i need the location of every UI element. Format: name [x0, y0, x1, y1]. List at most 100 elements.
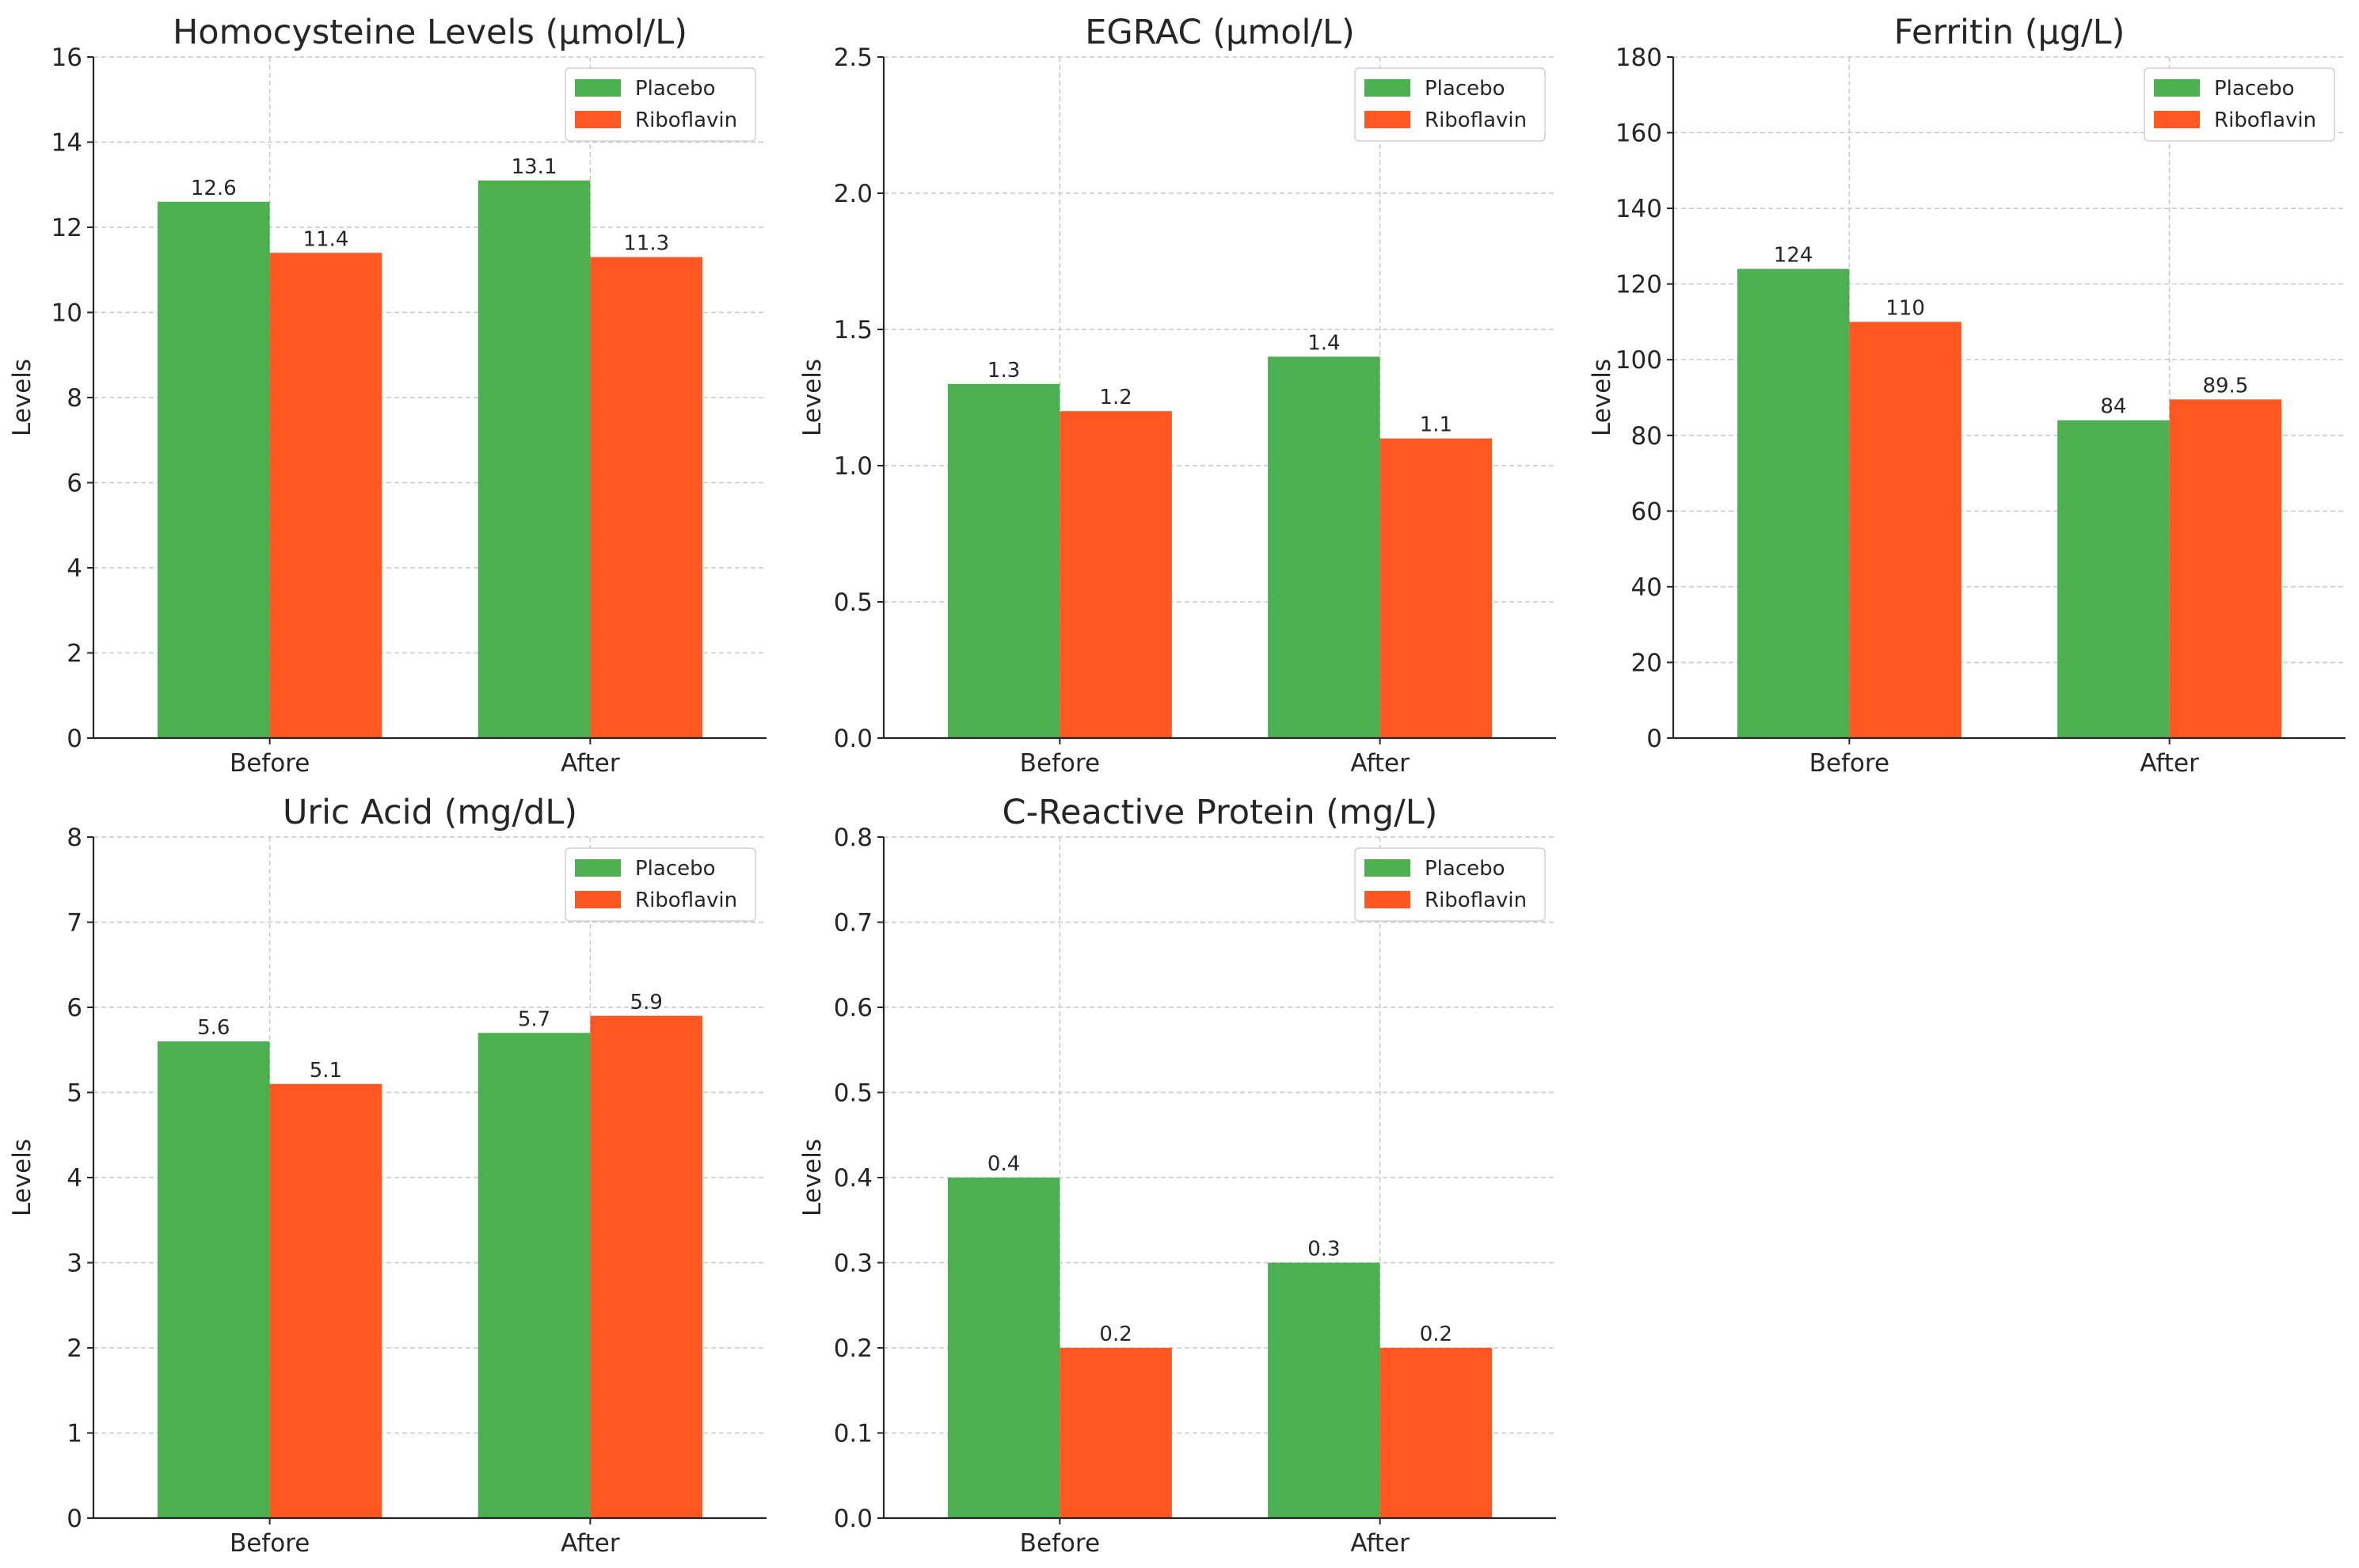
y-tick-label: 0.5 — [834, 588, 873, 617]
y-tick-label: 1 — [67, 1420, 82, 1448]
y-tick-label: 0.4 — [834, 1164, 873, 1193]
bar-riboflavin-before — [1060, 1348, 1172, 1518]
y-tick-label: 0.0 — [834, 725, 873, 753]
data-label: 0.3 — [1307, 1238, 1340, 1262]
bar-placebo-before — [947, 383, 1060, 738]
bar-riboflavin-before — [269, 253, 382, 738]
bar-placebo-before — [947, 1178, 1060, 1518]
y-tick-label: 8 — [67, 824, 82, 852]
y-tick-label: 6 — [67, 470, 82, 498]
y-tick-label: 80 — [1631, 422, 1662, 451]
y-tick-label: 140 — [1615, 195, 1662, 223]
y-axis-label: Levels — [798, 1139, 827, 1216]
bar-riboflavin-before — [1849, 322, 1961, 738]
data-label: 5.7 — [518, 1007, 550, 1031]
data-label: 1.2 — [1099, 386, 1132, 409]
data-label: 11.3 — [623, 232, 669, 256]
legend-label-placebo: Placebo — [1425, 857, 1505, 881]
y-tick-label: 1.5 — [834, 316, 873, 344]
chart-panel-2: 0.0 0.5 1.0 1.5 2.0 2.5 Before After 1.3 1.4 1.2 1.… — [798, 13, 1556, 778]
y-tick-label: 6 — [67, 994, 82, 1022]
legend-label-riboflavin: Riboflavin — [635, 889, 737, 912]
y-tick-label: 14 — [51, 129, 82, 158]
data-label: 110 — [1885, 296, 1925, 320]
chart-panel-1: 0 2 4 6 8 10 12 14 16 Before After 12.6 13.1 11.4 11.3… — [8, 13, 767, 778]
legend-label-placebo: Placebo — [635, 77, 716, 101]
data-label: 0.4 — [987, 1152, 1020, 1176]
bar-riboflavin-before — [269, 1083, 382, 1518]
legend-label-placebo: Placebo — [635, 857, 716, 881]
x-tick-label-after: After — [561, 749, 620, 778]
y-tick-label: 0.7 — [834, 909, 873, 938]
x-tick-label-before: Before — [230, 1529, 310, 1558]
chart-title: C-Reactive Protein (mg/L) — [1003, 793, 1438, 832]
x-tick-label-before: Before — [230, 749, 310, 778]
data-label: 0.2 — [1099, 1323, 1132, 1346]
bar-placebo-after — [2057, 420, 2170, 738]
y-tick-label: 100 — [1615, 346, 1662, 375]
data-label: 5.1 — [310, 1059, 342, 1083]
legend-label-placebo: Placebo — [1425, 77, 1505, 101]
y-tick-label: 120 — [1615, 271, 1662, 299]
data-label: 0.2 — [1420, 1323, 1452, 1346]
data-label: 1.4 — [1307, 331, 1340, 355]
y-tick-label: 5 — [67, 1079, 82, 1108]
chart-panel-3: 0 20 40 60 80 100 120 140 160 180 Before After 124 84… — [1588, 13, 2346, 778]
data-label: 11.4 — [303, 227, 349, 251]
legend-swatch-placebo — [1364, 79, 1410, 97]
bar-riboflavin-after — [590, 257, 703, 738]
legend-swatch-riboflavin — [1364, 891, 1410, 908]
y-axis-label: Levels — [1588, 359, 1616, 436]
x-tick-label-before: Before — [1020, 1529, 1100, 1558]
x-tick-label-after: After — [2140, 749, 2199, 778]
y-tick-label: 8 — [67, 384, 82, 413]
chart-title: Uric Acid (mg/dL) — [283, 793, 577, 832]
y-tick-label: 0.3 — [834, 1250, 873, 1278]
y-tick-label: 180 — [1615, 44, 1662, 72]
y-tick-label: 0.0 — [834, 1505, 873, 1533]
bar-riboflavin-after — [2169, 399, 2282, 738]
legend-label-riboflavin: Riboflavin — [1425, 108, 1527, 132]
data-label: 89.5 — [2202, 374, 2248, 398]
x-tick-label-before: Before — [1809, 749, 1889, 778]
legend-swatch-placebo — [1364, 859, 1410, 877]
y-tick-label: 2.0 — [834, 180, 873, 208]
legend-swatch-riboflavin — [1364, 111, 1410, 128]
bar-placebo-before — [157, 1041, 270, 1518]
y-tick-label: 160 — [1615, 120, 1662, 148]
y-tick-label: 0.1 — [834, 1420, 873, 1448]
data-label: 12.6 — [191, 177, 237, 200]
data-label: 5.6 — [197, 1016, 230, 1040]
y-tick-label: 1.0 — [834, 452, 873, 481]
y-tick-label: 0 — [67, 725, 82, 753]
legend-label-placebo: Placebo — [2214, 77, 2295, 101]
y-tick-label: 0.5 — [834, 1079, 873, 1108]
data-label: 5.9 — [630, 991, 663, 1014]
legend-label-riboflavin: Riboflavin — [635, 108, 737, 132]
y-tick-label: 12 — [51, 214, 82, 242]
bar-placebo-after — [478, 180, 591, 738]
legend-label-riboflavin: Riboflavin — [1425, 889, 1527, 912]
chart-title: Ferritin (µg/L) — [1894, 13, 2125, 52]
y-tick-label: 4 — [67, 1164, 82, 1193]
y-tick-label: 16 — [51, 44, 82, 72]
bar-placebo-after — [1268, 356, 1380, 738]
y-tick-label: 0 — [1646, 725, 1662, 753]
x-tick-label-before: Before — [1020, 749, 1100, 778]
legend-label-riboflavin: Riboflavin — [2214, 108, 2316, 132]
legend-swatch-riboflavin — [2154, 111, 2200, 128]
data-label: 1.1 — [1420, 413, 1452, 437]
chart-panel-5: 0.0 0.1 0.2 0.3 0.4 0.5 0.6 0.7 0.8 Before After 0.… — [798, 793, 1556, 1558]
y-axis-label: Levels — [8, 359, 36, 436]
data-label: 1.3 — [987, 359, 1020, 382]
legend-swatch-placebo — [575, 79, 621, 97]
y-axis-label: Levels — [798, 359, 827, 436]
data-label: 124 — [1774, 244, 1813, 268]
y-tick-label: 0 — [67, 1505, 82, 1533]
legend-swatch-placebo — [2154, 79, 2200, 97]
chart-title: EGRAC (µmol/L) — [1085, 13, 1354, 52]
y-tick-label: 40 — [1631, 573, 1662, 602]
bar-riboflavin-before — [1060, 411, 1172, 738]
legend-swatch-riboflavin — [575, 891, 621, 908]
